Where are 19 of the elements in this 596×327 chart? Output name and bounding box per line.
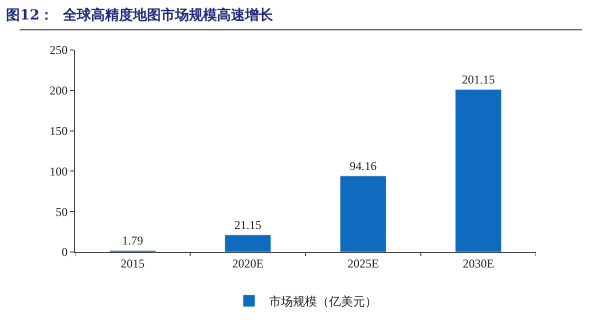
y-tick-label: 200 [50, 84, 68, 98]
y-tick-label: 50 [56, 204, 68, 219]
data-label: 1.79 [122, 234, 144, 248]
bar [224, 234, 272, 252]
data-label: 21.15 [234, 218, 262, 232]
bar [455, 89, 502, 252]
y-tick-label: 0 [62, 245, 68, 260]
x-tick-label: 2030E [462, 256, 494, 270]
x-tick-label: 2025E [347, 256, 379, 270]
bar [340, 176, 386, 252]
legend-label: 市场规模（亿美元） [269, 294, 377, 309]
x-tick-label: 2020E [232, 256, 264, 270]
data-label: 201.15 [462, 72, 495, 86]
y-tick-label: 150 [50, 124, 68, 138]
x-tick-label: 2015 [120, 256, 145, 270]
data-label: 94.16 [350, 158, 377, 173]
y-tick-label: 250 [50, 43, 68, 58]
chart-title: 图12： 全球高精度地图市场规模高速增长 [6, 6, 274, 24]
y-tick-label: 100 [50, 164, 68, 178]
